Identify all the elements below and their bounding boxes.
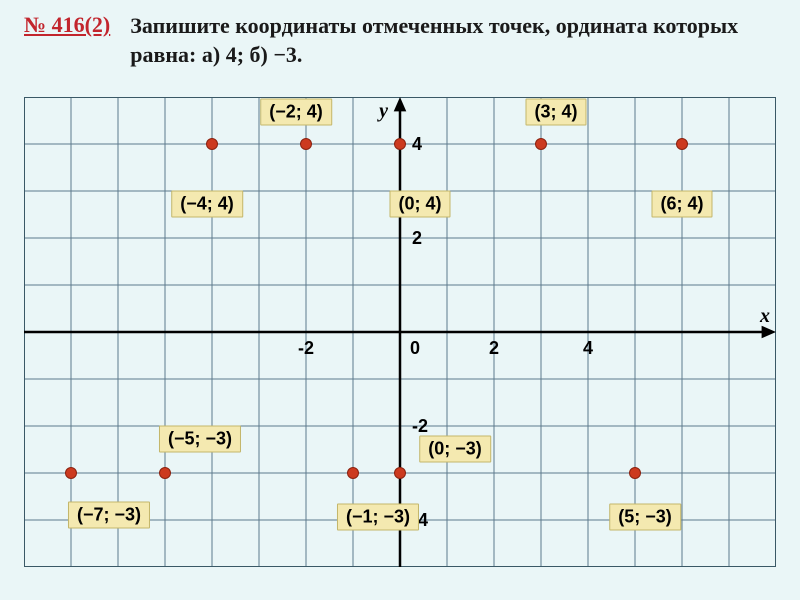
coordinate-label: (−2; 4) bbox=[260, 99, 332, 126]
coordinate-label: (−5; −3) bbox=[159, 426, 241, 453]
coordinate-label: (−1; −3) bbox=[337, 504, 419, 531]
svg-text:0: 0 bbox=[410, 338, 420, 358]
svg-text:-2: -2 bbox=[412, 416, 428, 436]
problem-text: Запишите координаты отмеченных точек, ор… bbox=[130, 12, 780, 69]
grid-svg: xy0-22442-2-4 bbox=[24, 97, 776, 567]
data-point bbox=[66, 468, 77, 479]
data-point bbox=[677, 139, 688, 150]
data-point bbox=[160, 468, 171, 479]
svg-text:2: 2 bbox=[489, 338, 499, 358]
svg-text:y: y bbox=[377, 100, 388, 122]
coordinate-label: (5; −3) bbox=[609, 504, 681, 531]
data-point bbox=[395, 139, 406, 150]
coordinate-label: (−4; 4) bbox=[171, 191, 243, 218]
coordinate-chart: xy0-22442-2-4(−4; 4)(−2; 4)(0; 4)(3; 4)(… bbox=[24, 97, 776, 567]
problem-number: № 416(2) bbox=[24, 12, 110, 38]
coordinate-label: (6; 4) bbox=[651, 191, 712, 218]
data-point bbox=[207, 139, 218, 150]
coordinate-label: (−7; −3) bbox=[68, 502, 150, 529]
coordinate-label: (3; 4) bbox=[525, 99, 586, 126]
svg-text:-2: -2 bbox=[298, 338, 314, 358]
svg-text:4: 4 bbox=[412, 134, 422, 154]
svg-text:2: 2 bbox=[412, 228, 422, 248]
svg-text:4: 4 bbox=[583, 338, 593, 358]
problem-header: № 416(2) Запишите координаты отмеченных … bbox=[0, 0, 800, 77]
svg-text:x: x bbox=[759, 305, 770, 327]
coordinate-label: (0; 4) bbox=[389, 191, 450, 218]
data-point bbox=[348, 468, 359, 479]
coordinate-label: (0; −3) bbox=[419, 436, 491, 463]
data-point bbox=[395, 468, 406, 479]
data-point bbox=[301, 139, 312, 150]
data-point bbox=[536, 139, 547, 150]
data-point bbox=[630, 468, 641, 479]
